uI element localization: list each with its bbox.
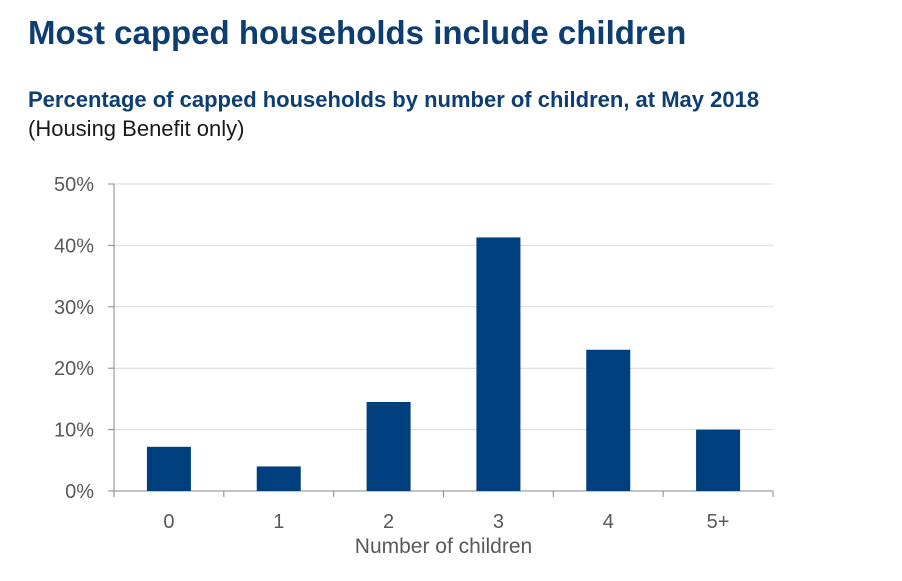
- x-tick-label: 4: [603, 511, 614, 533]
- y-tick-labels: 0% 10% 20% 30% 40% 50%: [54, 174, 94, 503]
- x-tick-label: 5+: [707, 511, 730, 533]
- y-tick-label: 20%: [54, 358, 94, 380]
- x-tick-label: 3: [493, 511, 504, 533]
- y-tick-label: 10%: [54, 420, 94, 442]
- bar-3: [476, 237, 521, 491]
- bar-0: [146, 446, 191, 491]
- x-tick-label: 0: [163, 511, 174, 533]
- x-axis-title: Number of children: [355, 535, 532, 558]
- y-tick-label: 50%: [54, 174, 94, 196]
- y-tick-label: 0%: [65, 481, 94, 503]
- x-tick-label: 1: [273, 511, 284, 533]
- axes: [108, 183, 774, 497]
- page-headline: Most capped households include children: [28, 14, 687, 51]
- chart-subtitle: (Housing Benefit only): [28, 116, 245, 141]
- y-tick-label: 30%: [54, 297, 94, 319]
- x-tick-label: 2: [383, 511, 394, 533]
- bar-4: [586, 349, 631, 491]
- bars: [146, 237, 741, 491]
- bar-2: [366, 401, 411, 491]
- chart-title: Percentage of capped households by numbe…: [28, 87, 760, 112]
- bar-1: [256, 466, 301, 491]
- y-tick-label: 40%: [54, 235, 94, 257]
- gridlines: [114, 183, 773, 431]
- x-tick-labels: 0 1 2 3 4 5+: [163, 511, 729, 533]
- bar-5plus: [696, 429, 741, 491]
